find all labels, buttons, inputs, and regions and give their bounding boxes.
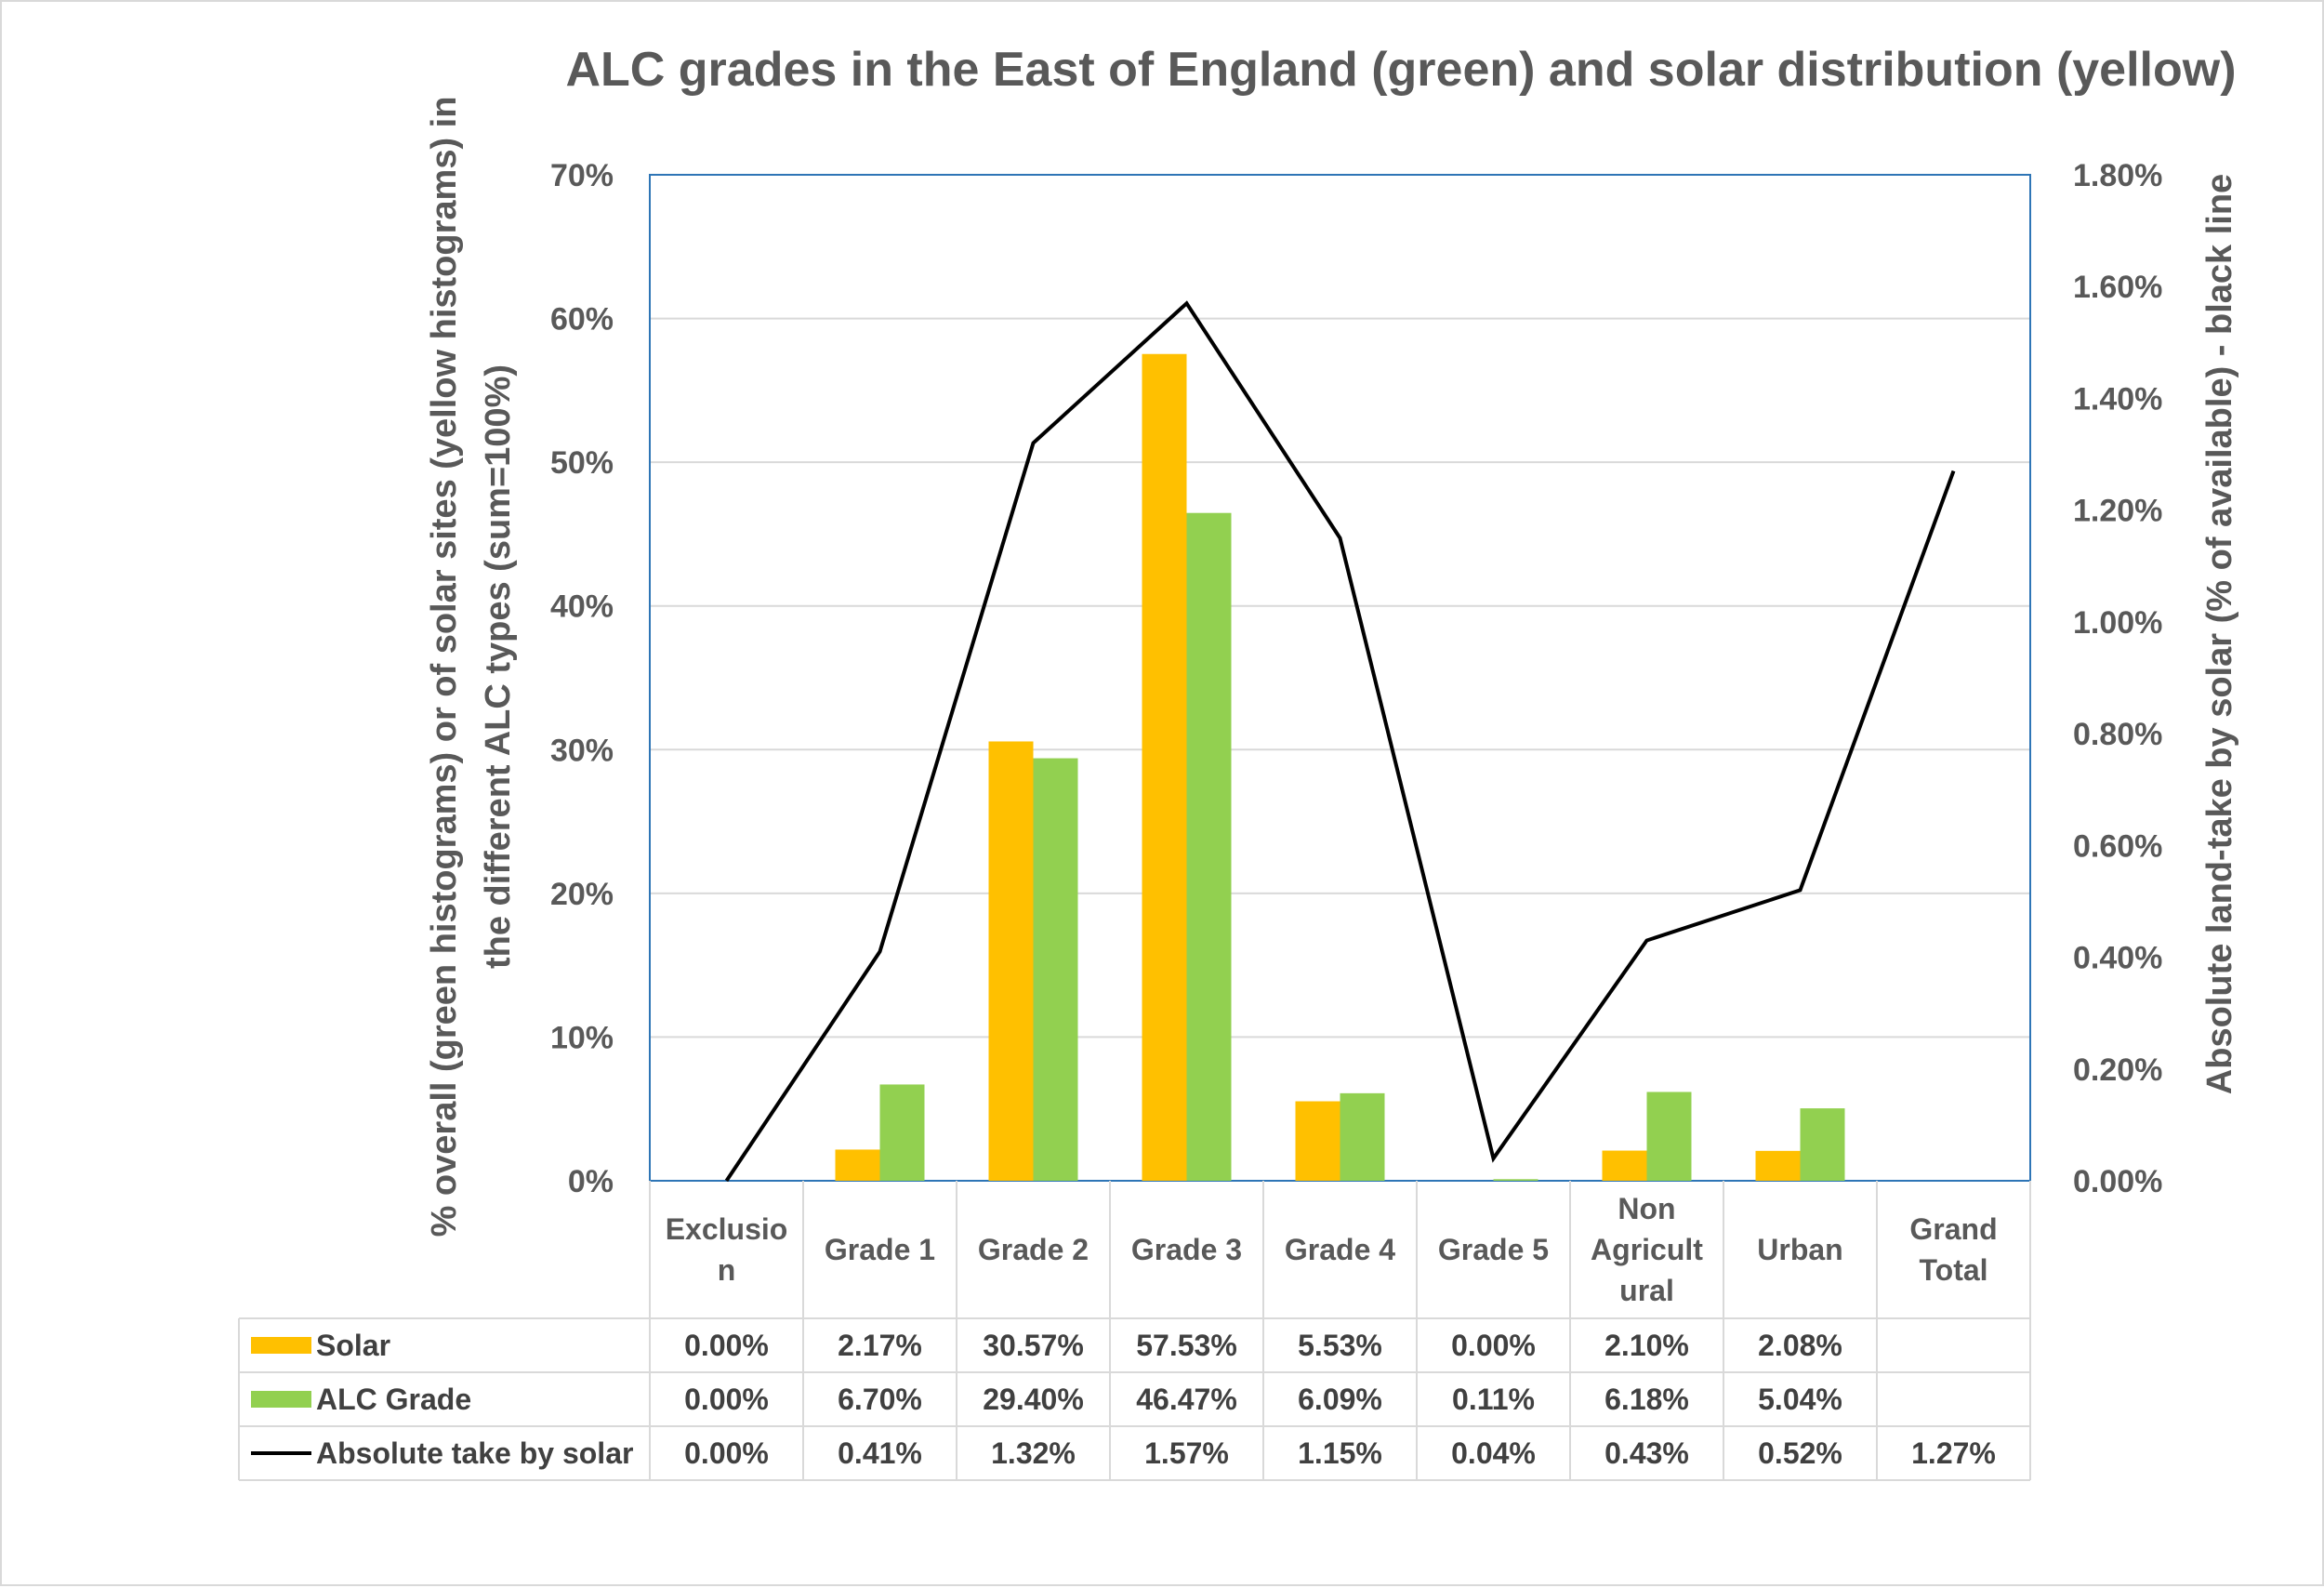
table-cell-value: 2.10%	[1604, 1329, 1689, 1362]
category-label: Exclusio	[666, 1212, 788, 1246]
table-cell-value: 0.41%	[838, 1436, 922, 1470]
table-cell-value: 6.70%	[838, 1383, 922, 1416]
table-cell-value: 2.08%	[1758, 1329, 1842, 1362]
y2-axis-title: Absolute land-take by solar (% of availa…	[2200, 174, 2239, 1094]
category-label: ural	[1619, 1274, 1674, 1307]
y-axis-title-line1: % overall (green histograms) or of solar…	[425, 97, 464, 1237]
table-cell-value: 57.53%	[1136, 1329, 1237, 1362]
category-label: Grade 5	[1438, 1233, 1549, 1266]
y2-tick-label: 0.80%	[2073, 717, 2162, 752]
legend-label: Absolute take by solar	[316, 1436, 633, 1470]
y2-tick-label: 1.20%	[2073, 494, 2162, 529]
category-label: Grade 2	[978, 1233, 1089, 1266]
bar-alc-grade	[1647, 1092, 1692, 1181]
y2-tick-label: 0.60%	[2073, 828, 2162, 864]
table-cell-value: 46.47%	[1136, 1383, 1237, 1416]
bar-solar	[989, 741, 1034, 1181]
category-label: Grand	[1909, 1212, 1997, 1246]
bar-solar	[1603, 1151, 1647, 1181]
table-cell-value: 2.17%	[838, 1329, 922, 1362]
plot-border	[650, 175, 2030, 1181]
bar-solar	[1756, 1151, 1801, 1181]
legend-label: ALC Grade	[316, 1383, 471, 1416]
category-label: Grade 4	[1285, 1233, 1395, 1266]
table-cell-value: 1.57%	[1144, 1436, 1229, 1470]
category-label: n	[718, 1253, 736, 1287]
bar-alc-grade	[1801, 1108, 1845, 1181]
category-label: Agricult	[1591, 1233, 1703, 1266]
y-tick-label: 30%	[550, 733, 614, 768]
table-cell-value: 0.00%	[684, 1329, 769, 1362]
bar-alc-grade	[1340, 1093, 1385, 1181]
table-cell-value: 1.15%	[1298, 1436, 1382, 1470]
y-tick-label: 50%	[550, 445, 614, 481]
category-label: Grade 1	[825, 1233, 935, 1266]
category-label: Grade 3	[1131, 1233, 1242, 1266]
y-axis-title-line2: the different ALC types (sum=100%)	[479, 364, 518, 969]
table-cell-value: 30.57%	[983, 1329, 1084, 1362]
bar-alc-grade	[880, 1084, 925, 1181]
table-cell-value: 6.18%	[1604, 1383, 1689, 1416]
bar-alc-grade	[1187, 513, 1232, 1181]
bar-alc-grade	[1034, 759, 1078, 1181]
y2-tick-label: 1.00%	[2073, 605, 2162, 641]
y-tick-label: 10%	[550, 1020, 614, 1055]
y2-tick-label: 1.40%	[2073, 381, 2162, 417]
y2-tick-label: 0.20%	[2073, 1052, 2162, 1088]
y2-tick-label: 1.60%	[2073, 270, 2162, 305]
chart-title: ALC grades in the East of England (green…	[565, 43, 2236, 97]
table-cell-value: 0.00%	[684, 1383, 769, 1416]
y2-tick-label: 1.80%	[2073, 158, 2162, 193]
category-label: Urban	[1757, 1233, 1842, 1266]
y-tick-label: 60%	[550, 302, 614, 337]
bar-solar	[836, 1149, 880, 1181]
table-cell-value: 0.11%	[1452, 1383, 1535, 1416]
table-cell-value: 5.53%	[1298, 1329, 1382, 1362]
table-cell-value: 6.09%	[1298, 1383, 1382, 1416]
legend-label: Solar	[316, 1329, 390, 1362]
bar-alc-grade	[1494, 1179, 1538, 1181]
y-tick-label: 20%	[550, 877, 614, 912]
table-cell-value: 0.52%	[1758, 1436, 1842, 1470]
y-tick-label: 70%	[550, 158, 614, 193]
line-absolute-take	[727, 303, 1954, 1181]
y2-tick-label: 0.40%	[2073, 941, 2162, 976]
table-cell-value: 0.00%	[684, 1436, 769, 1470]
table-cell-value: 1.32%	[991, 1436, 1076, 1470]
category-label: Non	[1618, 1192, 1675, 1225]
table-cell-value: 29.40%	[983, 1383, 1084, 1416]
legend-key-solar	[251, 1337, 311, 1354]
bar-solar	[1142, 354, 1187, 1181]
y2-tick-label: 0.00%	[2073, 1164, 2162, 1199]
y-tick-label: 40%	[550, 589, 614, 625]
y-tick-label: 0%	[568, 1164, 614, 1199]
bar-solar	[1296, 1102, 1340, 1181]
table-cell-value: 5.04%	[1758, 1383, 1842, 1416]
table-cell-value: 0.43%	[1604, 1436, 1689, 1470]
table-cell-value: 0.00%	[1451, 1329, 1536, 1362]
table-cell-value: 0.04%	[1451, 1436, 1536, 1470]
legend-key-alc-grade	[251, 1391, 311, 1408]
table-cell-value: 1.27%	[1911, 1436, 1996, 1470]
category-label: Total	[1919, 1253, 1987, 1287]
